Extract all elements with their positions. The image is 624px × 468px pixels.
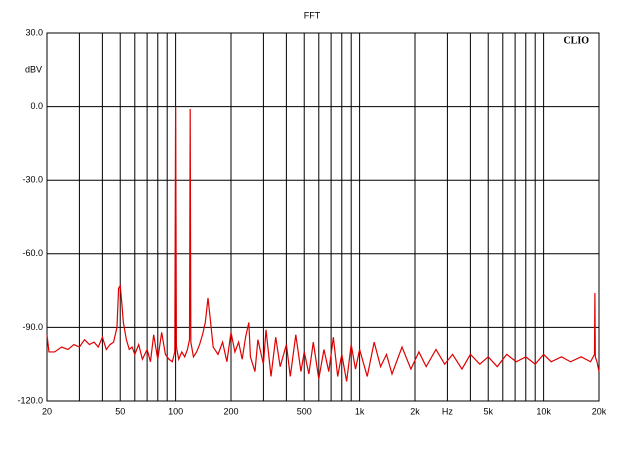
brand: CLIO (563, 35, 589, 46)
y-axis-label: dBV (25, 64, 42, 74)
y-tick-label: 30.0 (25, 27, 43, 37)
x-tick-label: 20 (42, 406, 52, 416)
plot-frame (46, 32, 600, 402)
x-tick-label: 1k (355, 406, 365, 416)
x-tick-label: 10k (536, 406, 551, 416)
x-tick-label: Hz (442, 406, 453, 416)
y-tick-label: -60.0 (22, 248, 43, 258)
y-tick-label: -90.0 (22, 322, 43, 332)
y-tick-label: -120.0 (17, 395, 43, 405)
y-tick-label: 0.0 (30, 101, 43, 111)
x-tick-label: 2k (410, 406, 420, 416)
x-tick-label: 5k (483, 406, 493, 416)
x-tick-label: 50 (115, 406, 125, 416)
x-tick-label: 500 (297, 406, 312, 416)
x-tick-label: 20k (592, 406, 607, 416)
x-tick-label: 100 (168, 406, 183, 416)
chart-title: FFT (304, 10, 321, 20)
x-tick-label: 200 (223, 406, 238, 416)
series-line (46, 106, 600, 382)
y-tick-label: -30.0 (22, 175, 43, 185)
